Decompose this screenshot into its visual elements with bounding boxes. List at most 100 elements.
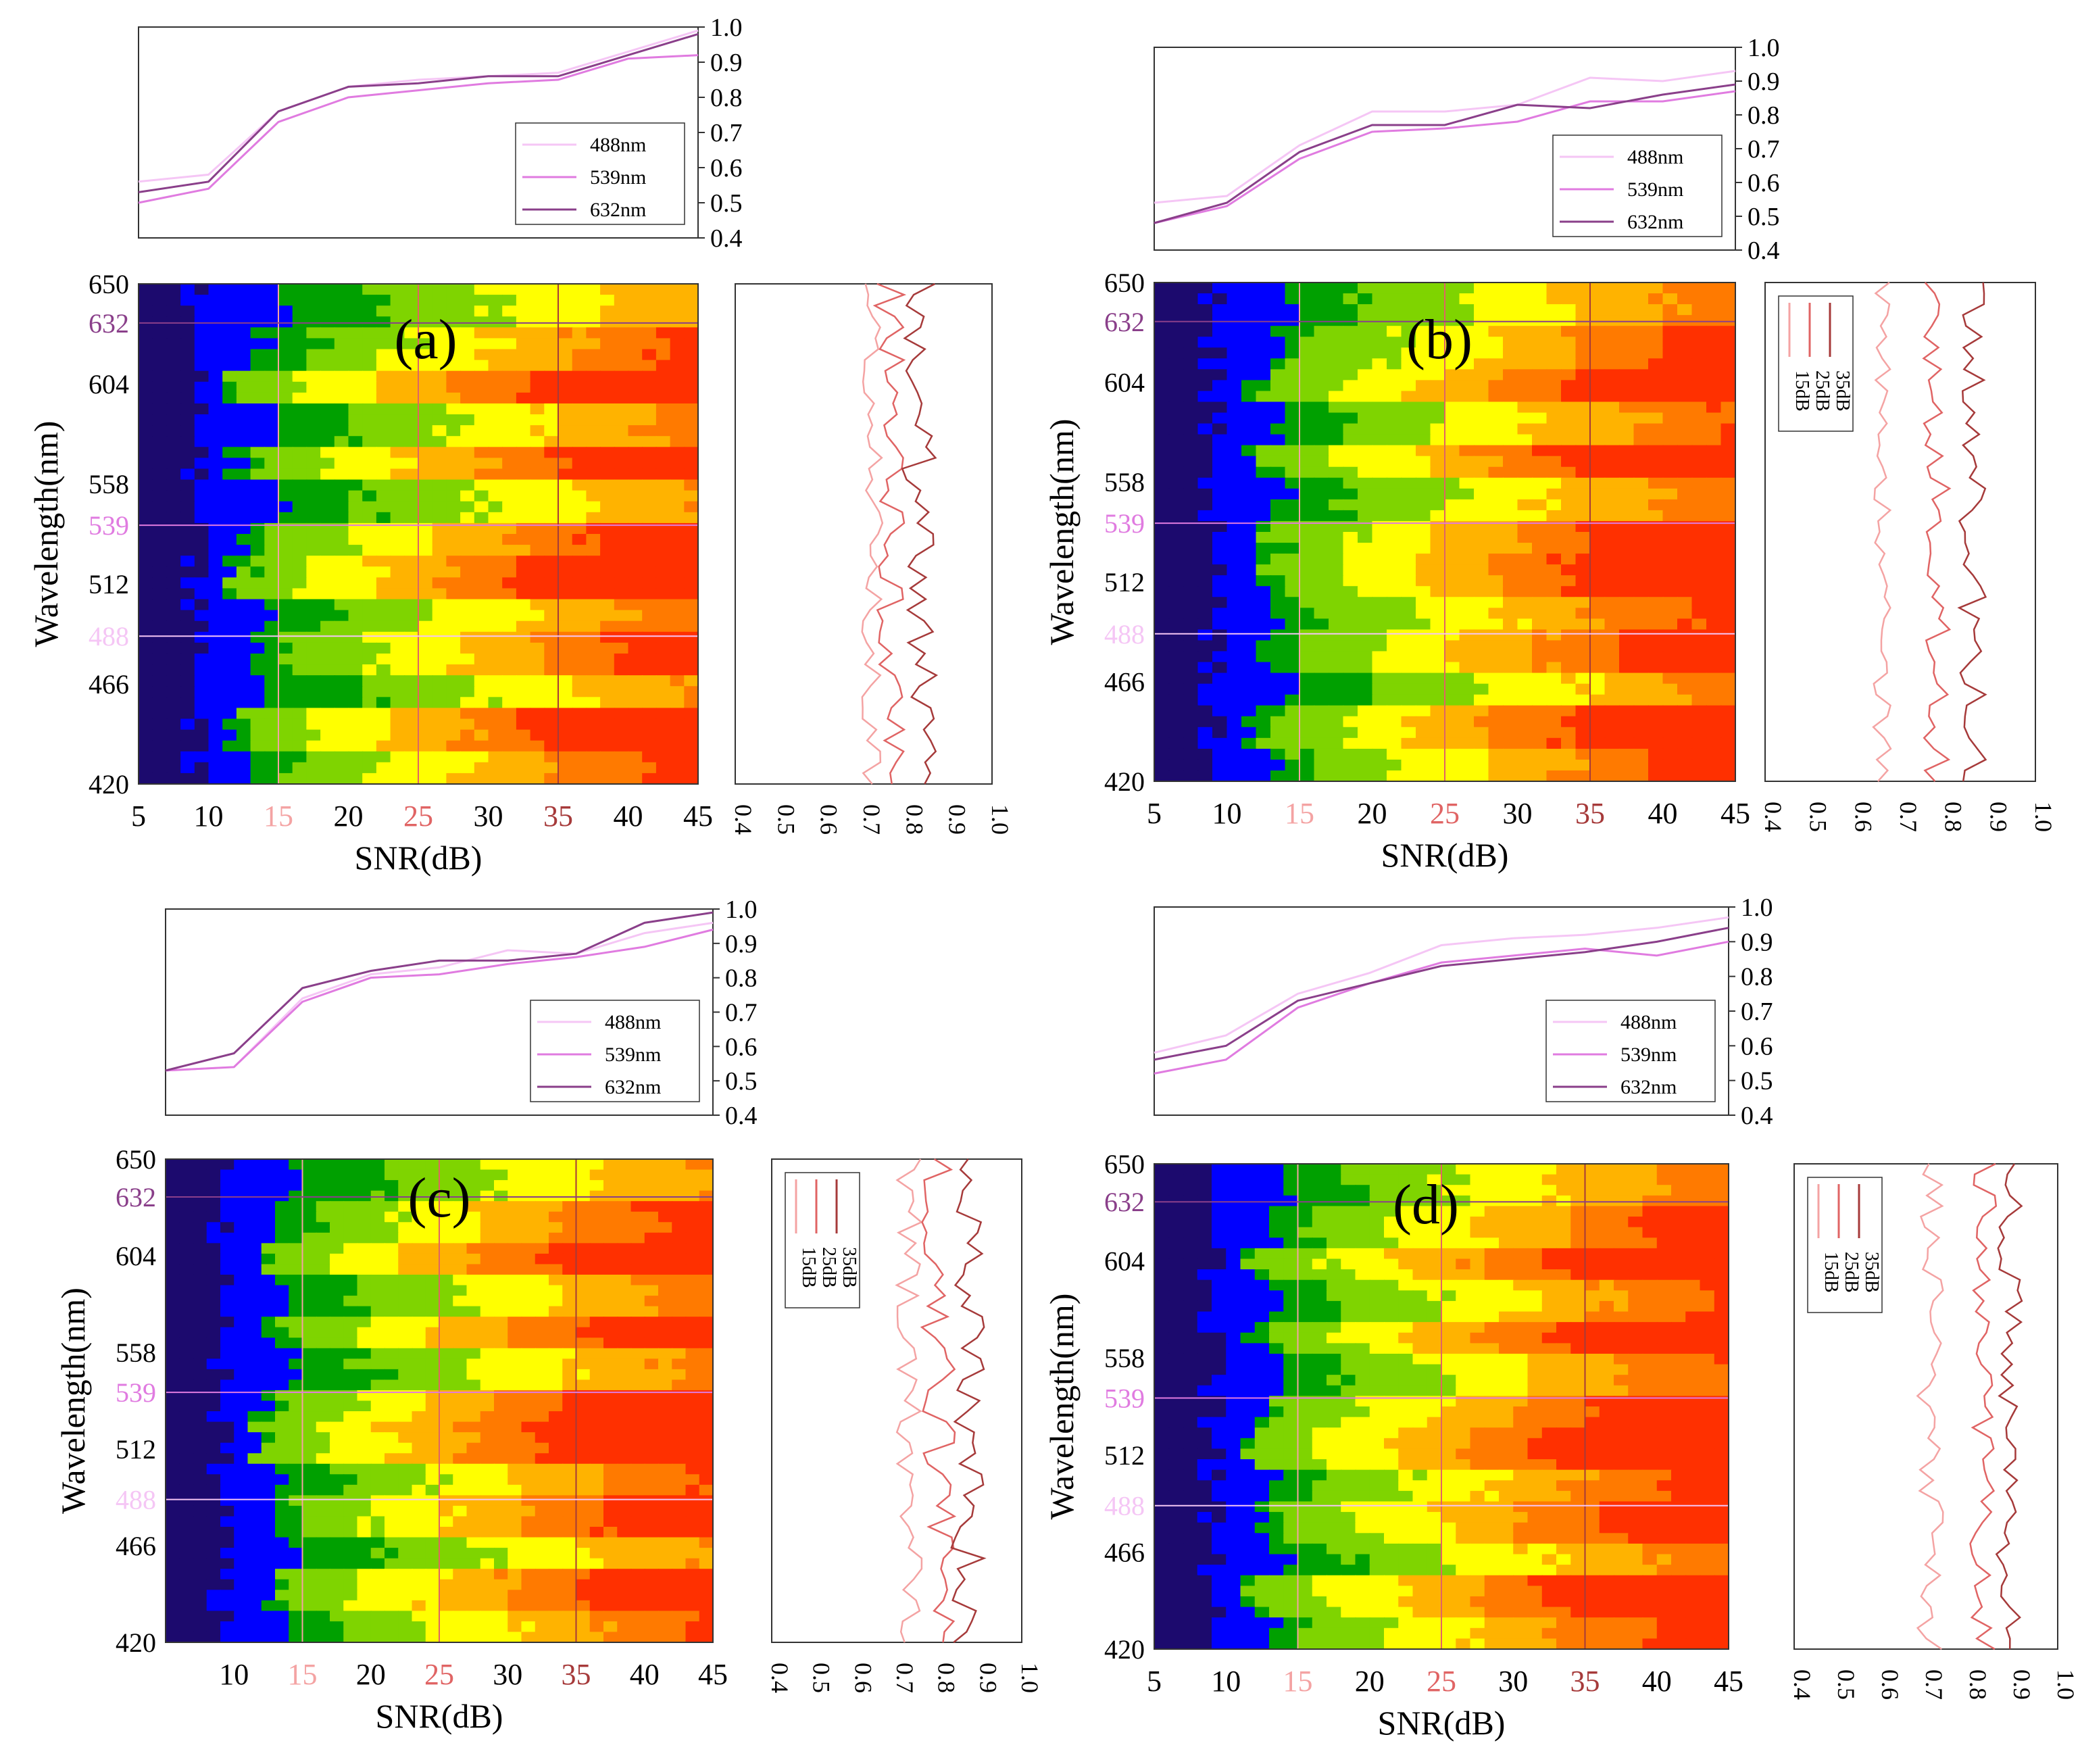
- heatmap-cell: [1329, 478, 1344, 489]
- heatmap-cell: [544, 708, 559, 719]
- y-tick-label: 650: [89, 269, 129, 299]
- heatmap-cell: [139, 686, 153, 697]
- heatmap-cell: [357, 1212, 372, 1223]
- heatmap-cell: [153, 436, 168, 447]
- heatmap-cell: [275, 1285, 289, 1297]
- heatmap-cell: [262, 1432, 276, 1444]
- heatmap-cell: [656, 741, 671, 752]
- heatmap-cell: [432, 545, 447, 556]
- heatmap-cell: [684, 643, 699, 654]
- heatmap-cell: [502, 305, 517, 317]
- legend-label: 488nm: [1627, 146, 1683, 168]
- heatmap-cell: [371, 1348, 385, 1360]
- heatmap-cell: [1227, 380, 1243, 391]
- heatmap-cell: [209, 654, 224, 665]
- heatmap-cell: [1474, 662, 1489, 674]
- heatmap-cell: [1503, 575, 1518, 587]
- heatmap-cell: [207, 1369, 221, 1381]
- heatmap-cell: [343, 1254, 357, 1265]
- heatmap-cell: [642, 501, 657, 513]
- heatmap-cell: [656, 556, 671, 567]
- heatmap-cell: [670, 534, 685, 545]
- heatmap-cell: [1489, 499, 1504, 511]
- heatmap-cell: [1503, 662, 1518, 674]
- heatmap-cell: [572, 534, 587, 545]
- heatmap-cell: [1590, 445, 1606, 457]
- heatmap-cell: [330, 1411, 344, 1423]
- heatmap-cell: [251, 360, 266, 372]
- heatmap-cell: [507, 1254, 522, 1265]
- heatmap-cell: [391, 664, 405, 676]
- heatmap-cell: [1329, 706, 1344, 717]
- heatmap-cell: [418, 718, 433, 730]
- heatmap-cell: [460, 534, 475, 545]
- heatmap-cell: [460, 447, 475, 458]
- heatmap-cell: [412, 1285, 426, 1297]
- heatmap-cell: [1169, 586, 1185, 597]
- heatmap-cell: [1619, 554, 1635, 565]
- x-tick-label: 45: [1720, 797, 1750, 830]
- heatmap-cell: [357, 1379, 372, 1391]
- heatmap-cell: [614, 436, 629, 447]
- legend-label: 539nm: [590, 166, 646, 189]
- heatmap-cell: [1547, 695, 1562, 706]
- heatmap-cell: [362, 588, 377, 599]
- heatmap-cell: [166, 1317, 180, 1328]
- heatmap-cell: [362, 752, 377, 763]
- heatmap-cell: [209, 480, 224, 491]
- heatmap-cell: [628, 360, 643, 372]
- heatmap-cell: [562, 1327, 576, 1339]
- heatmap-cell: [1518, 706, 1533, 717]
- heatmap-cell: [1387, 391, 1402, 402]
- heatmap-cell: [1576, 510, 1591, 522]
- heatmap-cell: [1154, 467, 1170, 479]
- heatmap-cell: [645, 1453, 659, 1465]
- heatmap-cell: [1663, 543, 1679, 554]
- heatmap-cell: [1154, 760, 1170, 771]
- heatmap-cell: [562, 1243, 576, 1254]
- heatmap-cell: [432, 577, 447, 589]
- heatmap-cell: [642, 480, 657, 491]
- heatmap-cell: [349, 295, 364, 306]
- heatmap-cell: [645, 1422, 659, 1434]
- heatmap-cell: [572, 730, 587, 741]
- heatmap-cell: [412, 1379, 426, 1391]
- heatmap-cell: [1590, 706, 1606, 717]
- heatmap-cell: [684, 599, 699, 611]
- heatmap-cell: [1721, 629, 1737, 641]
- heatmap-cell: [426, 1422, 440, 1434]
- heatmap-cell: [1663, 499, 1679, 511]
- heatmap-cell: [153, 403, 168, 415]
- heatmap-cell: [1489, 749, 1504, 760]
- heatmap-cell: [376, 654, 391, 665]
- heatmap-cell: [1692, 369, 1708, 381]
- heatmap-cell: [628, 556, 643, 567]
- heatmap-cell: [303, 1422, 317, 1434]
- heatmap-cell: [320, 284, 335, 295]
- heatmap-cell: [446, 284, 461, 295]
- heatmap-cell: [474, 534, 489, 545]
- heatmap-cell: [385, 1264, 399, 1275]
- heatmap-cell: [1227, 716, 1243, 728]
- heatmap-cell: [234, 1348, 248, 1360]
- heatmap-cell: [562, 1379, 576, 1391]
- heatmap-cell: [264, 371, 279, 383]
- heatmap-cell: [404, 382, 419, 393]
- heatmap-cell: [248, 1453, 262, 1465]
- heatmap-cell: [474, 632, 489, 643]
- heatmap-cell: [1329, 358, 1344, 370]
- heatmap-cell: [516, 675, 531, 687]
- heatmap-cell: [1503, 673, 1518, 685]
- heatmap-cell: [398, 1275, 412, 1286]
- heatmap-cell: [251, 610, 266, 622]
- y-tick-label: 558: [1104, 467, 1145, 497]
- heatmap-cell: [1256, 706, 1272, 717]
- heatmap-cell: [1634, 347, 1650, 359]
- heatmap-cell: [153, 327, 168, 339]
- heatmap-cell: [180, 773, 195, 785]
- heatmap-cell: [1460, 716, 1475, 728]
- heatmap-cell: [1270, 445, 1286, 457]
- heatmap-cell: [432, 501, 447, 513]
- heatmap-cell: [1387, 293, 1402, 305]
- heatmap-cell: [1329, 749, 1344, 760]
